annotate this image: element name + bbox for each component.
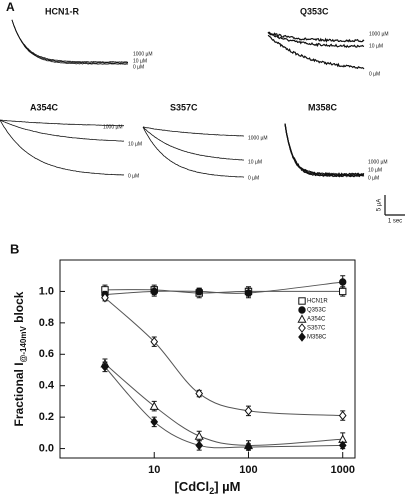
current-trace	[0, 119, 125, 142]
data-point	[338, 410, 347, 421]
y-tick-label: 0.4	[39, 380, 55, 392]
fit-line	[104, 363, 343, 446]
x-axis-title-part: ] µM	[214, 479, 240, 494]
trace-title: A354C	[30, 102, 59, 112]
y-axis-title-part: @-140mV	[19, 326, 28, 363]
data-point	[195, 440, 204, 451]
legend-marker	[298, 297, 306, 305]
y-axis-title: Fractional I@-140mV block	[12, 291, 28, 426]
concentration-label: 0 µM	[248, 175, 259, 181]
data-point	[244, 442, 253, 452]
current-trace	[267, 32, 365, 49]
x-tick-label: 1000	[330, 464, 354, 476]
data-point	[150, 336, 159, 347]
current-trace	[11, 19, 129, 63]
trace-title: M358C	[308, 102, 338, 112]
current-trace	[267, 34, 365, 70]
data-point	[194, 431, 204, 440]
plot-frame	[59, 259, 356, 459]
legend-marker	[298, 323, 306, 333]
y-tick-label: 1.0	[39, 285, 54, 297]
data-point	[150, 417, 159, 427]
x-tick-label: 10	[148, 464, 160, 476]
x-axis-title: [CdCl2] µM	[175, 479, 241, 496]
y-tick-label: 0.0	[39, 442, 54, 454]
current-trace	[11, 20, 129, 64]
current-trace	[0, 119, 125, 176]
y-axis-title-part: block	[12, 291, 26, 326]
current-trace	[11, 19, 129, 65]
legend-marker	[298, 332, 306, 342]
panel-label: A	[6, 0, 15, 14]
concentration-label: 10 µM	[128, 141, 142, 147]
data-point	[339, 287, 347, 296]
current-trace	[142, 126, 245, 161]
current-trace	[142, 126, 244, 137]
concentration-label: 1000 µM	[133, 51, 153, 57]
concentration-label: 0 µM	[369, 71, 380, 77]
fit-line	[104, 366, 343, 449]
data-point	[149, 401, 159, 410]
y-tick-label: 0.2	[39, 411, 54, 423]
concentration-label: 10 µM	[368, 167, 382, 173]
legend-label: A354C	[307, 317, 326, 323]
legend-label: HCN1R	[307, 299, 328, 305]
current-trace	[0, 119, 124, 127]
scale-label: 1 sec	[388, 219, 402, 225]
concentration-label: 10 µM	[133, 58, 147, 64]
concentration-label: 1000 µM	[103, 124, 123, 130]
x-axis-title-part: 2	[209, 486, 214, 496]
current-trace	[284, 124, 365, 178]
data-point	[101, 362, 109, 372]
concentration-label: 1000 µM	[369, 31, 389, 37]
data-point	[195, 388, 204, 399]
data-point	[244, 289, 253, 297]
y-axis-title-part: Fractional I	[12, 362, 26, 426]
current-trace	[284, 123, 365, 177]
concentration-label: 10 µM	[248, 159, 262, 165]
legend-label: M358C	[307, 335, 327, 341]
y-tick-label: 0.6	[39, 348, 54, 360]
concentration-label: 0 µM	[128, 173, 139, 179]
legend-label: Q353C	[307, 308, 327, 314]
data-point	[101, 292, 109, 303]
legend-label: S357C	[307, 326, 326, 332]
current-trace	[284, 123, 365, 176]
legend-marker	[298, 306, 306, 314]
concentration-label: 1000 µM	[248, 135, 268, 141]
scale-label: 5 µA	[377, 199, 383, 211]
trace-title: Q353C	[300, 6, 329, 16]
current-trace	[267, 31, 365, 43]
panel-label: B	[10, 241, 19, 256]
data-point	[150, 287, 158, 296]
data-point	[339, 278, 347, 286]
data-point	[244, 406, 253, 416]
y-tick-label: 0.8	[39, 317, 54, 329]
x-axis-title-part: [CdCl	[175, 479, 210, 494]
concentration-label: 1000 µM	[368, 159, 388, 165]
data-point	[195, 287, 203, 296]
fit-line	[104, 281, 343, 296]
fit-line	[104, 297, 343, 417]
trace-title: S357C	[170, 102, 198, 112]
trace-title: HCN1-R	[45, 6, 80, 16]
concentration-label: 10 µM	[369, 43, 383, 49]
concentration-label: 0 µM	[133, 64, 144, 70]
concentration-label: 0 µM	[368, 175, 379, 181]
x-tick-label: 100	[239, 464, 257, 476]
current-trace	[142, 126, 245, 178]
data-point	[338, 440, 347, 451]
legend-marker	[297, 314, 307, 323]
